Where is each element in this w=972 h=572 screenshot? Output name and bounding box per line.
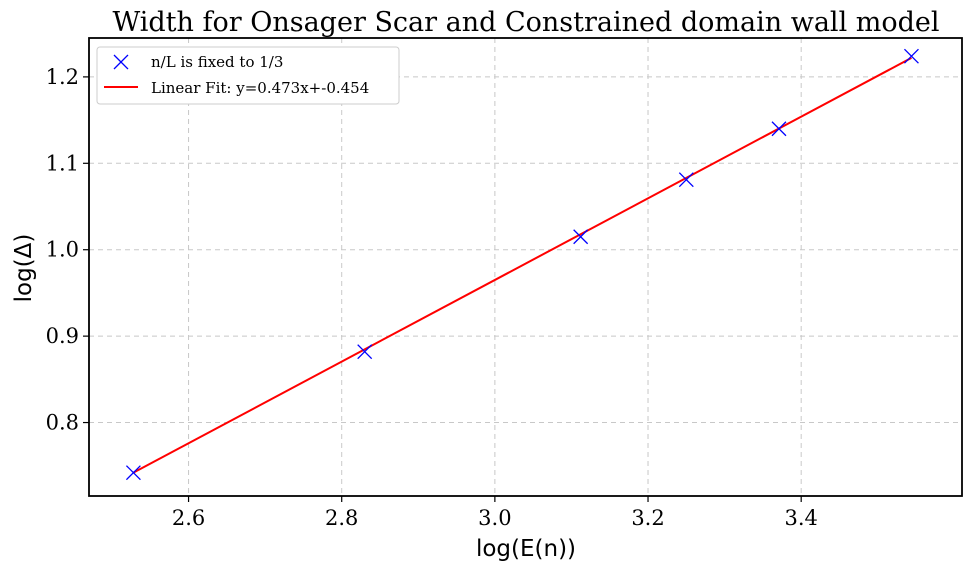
linear-fit-line [132, 56, 912, 474]
marker-stroke [125, 465, 141, 481]
data-point-x-marker [125, 465, 141, 481]
legend-label-scatter: n/L is fixed to 1/3 [151, 53, 283, 71]
data-point-x-marker [357, 344, 373, 360]
plot-series [125, 48, 919, 481]
x-tick-label: 3.4 [784, 506, 817, 530]
y-tick-label: 1.0 [46, 238, 79, 262]
legend-marker-x-icon [113, 54, 129, 70]
data-point-x-marker [771, 121, 787, 137]
legend-label-fit: Linear Fit: y=0.473x+-0.454 [151, 79, 369, 97]
marker-stroke [903, 48, 919, 64]
marker-stroke [678, 172, 694, 188]
legend-box [96, 46, 400, 105]
axis-ticks: 2.6 2.8 3.0 3.2 3.4 0.8 0.9 1.0 1.1 1.2 [46, 65, 818, 530]
y-tick-label: 1.1 [46, 151, 79, 175]
x-axis-label: log(E(n)) [476, 536, 576, 562]
data-point-x-marker [678, 172, 694, 188]
data-point-x-marker [903, 48, 919, 64]
x-tick-label: 2.6 [172, 506, 205, 530]
marker-stroke [573, 229, 589, 245]
y-tick-label: 0.9 [46, 324, 79, 348]
y-axis-label: log(Δ) [11, 234, 37, 303]
marker-stroke [357, 344, 373, 360]
x-tick-label: 3.0 [478, 506, 511, 530]
y-tick-label: 1.2 [46, 65, 79, 89]
plot-frame [88, 37, 963, 497]
x-tick-label: 2.8 [325, 506, 358, 530]
y-tick-label: 0.8 [46, 411, 79, 435]
data-point-x-marker [573, 229, 589, 245]
x-tick-label: 3.2 [631, 506, 664, 530]
marker-stroke [771, 121, 787, 137]
legend: n/L is fixed to 1/3 Linear Fit: y=0.473x… [96, 46, 400, 105]
chart-title: Width for Onsager Scar and Constrained d… [112, 7, 939, 38]
